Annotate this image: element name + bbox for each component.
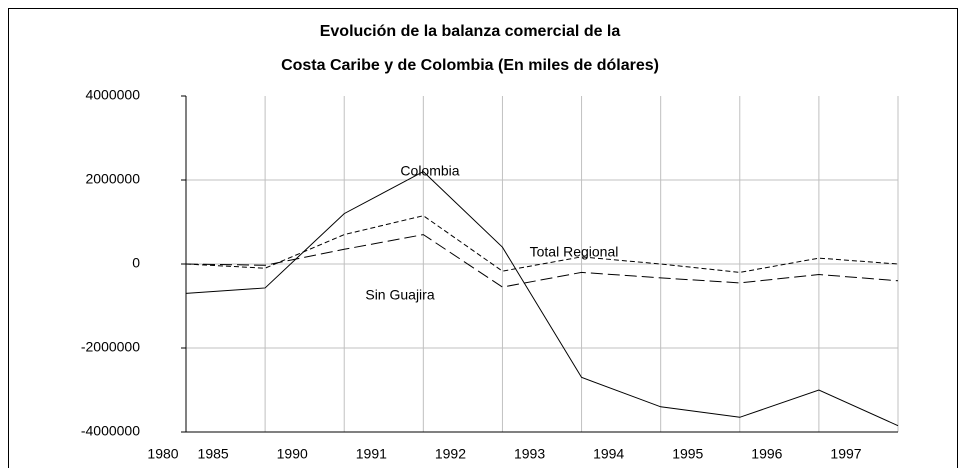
series-label: Total Regional (530, 244, 619, 260)
y-tick-label: -4000000 (81, 423, 140, 439)
x-tick-label: 1995 (672, 446, 703, 462)
chart-title: Costa Caribe y de Colombia (En miles de … (281, 57, 659, 74)
line-series (185, 170, 899, 427)
y-tick-label: 4000000 (85, 87, 140, 103)
x-tick-label: 1985 (198, 446, 229, 462)
y-tick-label: 0 (132, 255, 140, 271)
x-tick-label: 1992 (435, 446, 466, 462)
x-tick-label: 1990 (277, 446, 308, 462)
x-tick-label: 1996 (751, 446, 782, 462)
x-tick-label: 1993 (514, 446, 545, 462)
chart-title: Evolución de la balanza comercial de la (320, 23, 621, 40)
x-tick-label: 1991 (356, 446, 387, 462)
line-series (185, 234, 899, 288)
series-label: Colombia (400, 163, 459, 179)
line-series (185, 215, 899, 273)
x-tick-label: 1994 (593, 446, 624, 462)
chart-frame (8, 8, 958, 468)
x-tick-label: 1997 (830, 446, 861, 462)
series-label: Sin Guajira (365, 287, 434, 303)
y-tick-label: 2000000 (85, 171, 140, 187)
y-tick-label: -2000000 (81, 339, 140, 355)
x-tick-label: 1980 (147, 446, 178, 462)
